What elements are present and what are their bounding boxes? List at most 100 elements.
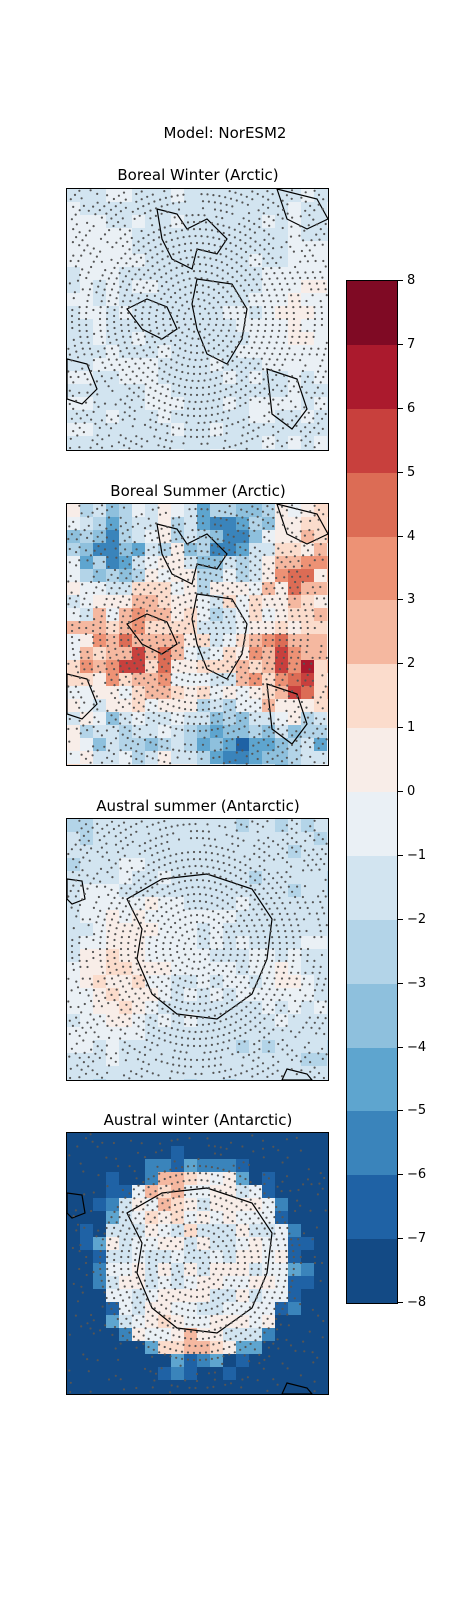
heatmap-cell xyxy=(314,845,328,859)
stipple-dot xyxy=(176,950,179,954)
stipple-dot xyxy=(273,587,276,590)
heatmap-cell xyxy=(275,949,289,963)
heatmap-cell xyxy=(158,280,172,294)
stipple-dot xyxy=(299,953,302,957)
stipple-dot xyxy=(212,306,215,309)
heatmap-cell xyxy=(262,371,276,385)
heatmap-cell xyxy=(223,410,237,424)
stipple-dot xyxy=(72,653,75,656)
heatmap-cell xyxy=(184,504,198,518)
stipple-dot xyxy=(159,243,162,246)
stipple-dot xyxy=(257,953,260,957)
stipple-dot xyxy=(176,552,179,555)
heatmap-cell xyxy=(288,845,302,859)
stipple-dot xyxy=(131,593,134,596)
stipple-dot xyxy=(310,396,313,399)
heatmap-cell xyxy=(236,673,250,687)
stipple-dot xyxy=(219,705,222,708)
heatmap-cell xyxy=(262,556,276,570)
stipple-dot xyxy=(151,335,154,338)
heatmap-cell xyxy=(132,923,146,937)
stipple-dot xyxy=(135,1032,138,1035)
stipple-dot xyxy=(284,673,287,676)
stipple-dot xyxy=(80,753,83,756)
stipple-dot xyxy=(164,936,167,939)
stipple-dot xyxy=(75,399,78,402)
stipple-dot xyxy=(176,314,179,318)
stipple-dot xyxy=(95,255,98,258)
stipple-dot xyxy=(285,509,288,512)
stipple-dot xyxy=(315,353,318,356)
stipple-dot xyxy=(195,556,199,560)
stipple-dot xyxy=(78,189,81,192)
stipple-dot xyxy=(303,406,306,409)
heatmap-cell xyxy=(158,319,172,333)
stipple-dot xyxy=(87,609,90,612)
stipple-dot xyxy=(160,527,163,530)
stipple-dot xyxy=(235,670,238,673)
stipple-dot xyxy=(269,965,272,968)
heatmap-cell xyxy=(184,358,198,372)
stipple-dot xyxy=(151,854,154,857)
stipple-dot xyxy=(234,244,237,247)
heatmap-cell xyxy=(327,319,328,333)
stipple-dot xyxy=(239,554,242,557)
heatmap-cell xyxy=(197,449,211,450)
stipple-dot xyxy=(119,665,122,668)
stipple-dot xyxy=(297,656,300,659)
stipple-dot xyxy=(237,844,240,847)
stipple-dot xyxy=(104,681,107,684)
stipple-dot xyxy=(244,909,247,912)
stipple-dot xyxy=(133,568,136,571)
stipple-dot xyxy=(144,252,147,255)
stipple-dot xyxy=(263,667,266,670)
stipple-dot xyxy=(267,708,270,711)
stipple-dot xyxy=(142,644,145,647)
stipple-dot xyxy=(203,299,206,302)
stipple-dot xyxy=(231,906,234,909)
stipple-dot xyxy=(268,971,271,974)
stipple-dot xyxy=(181,304,184,307)
heatmap-cell xyxy=(67,332,81,346)
heatmap-cell xyxy=(223,556,237,570)
stipple-dot xyxy=(143,677,146,680)
stipple-dot xyxy=(97,350,100,353)
stipple-dot xyxy=(172,524,175,527)
stipple-dot xyxy=(176,237,179,240)
stipple-dot xyxy=(237,1051,240,1054)
stipple-dot xyxy=(322,690,325,694)
stipple-dot xyxy=(257,992,260,995)
heatmap-cell xyxy=(171,449,185,450)
stipple-dot xyxy=(243,855,246,858)
stipple-dot xyxy=(260,971,263,974)
stipple-dot xyxy=(201,599,204,602)
stipple-dot xyxy=(222,411,225,414)
heatmap-cell xyxy=(223,988,237,1002)
stipple-dot xyxy=(187,687,190,690)
stipple-dot xyxy=(111,246,114,249)
stipple-dot xyxy=(114,933,117,936)
stipple-dot xyxy=(155,314,158,318)
stipple-dot xyxy=(135,575,138,578)
coastlines xyxy=(67,873,313,1080)
heatmap-cell xyxy=(223,371,237,385)
stipple-dot xyxy=(165,272,168,275)
heatmap-cell xyxy=(327,725,328,739)
stipple-dot xyxy=(245,575,248,578)
stipple-dot xyxy=(208,317,212,321)
stipple-dot xyxy=(115,927,118,930)
stipple-dot xyxy=(291,965,294,968)
stipple-dot xyxy=(112,197,115,201)
stipple-dot xyxy=(288,347,291,350)
stipple-dot xyxy=(216,720,219,723)
stipple-dot xyxy=(221,681,224,684)
stipple-dot xyxy=(253,421,256,424)
stipple-dot xyxy=(249,552,252,555)
stipple-dot xyxy=(299,430,302,433)
heatmap-cell xyxy=(93,449,107,450)
heatmap-cell xyxy=(249,962,263,976)
heatmap-cell xyxy=(67,988,81,1002)
stipple-dot xyxy=(250,661,253,664)
stipple-dot xyxy=(313,306,316,309)
heatmap-cell xyxy=(275,543,289,557)
